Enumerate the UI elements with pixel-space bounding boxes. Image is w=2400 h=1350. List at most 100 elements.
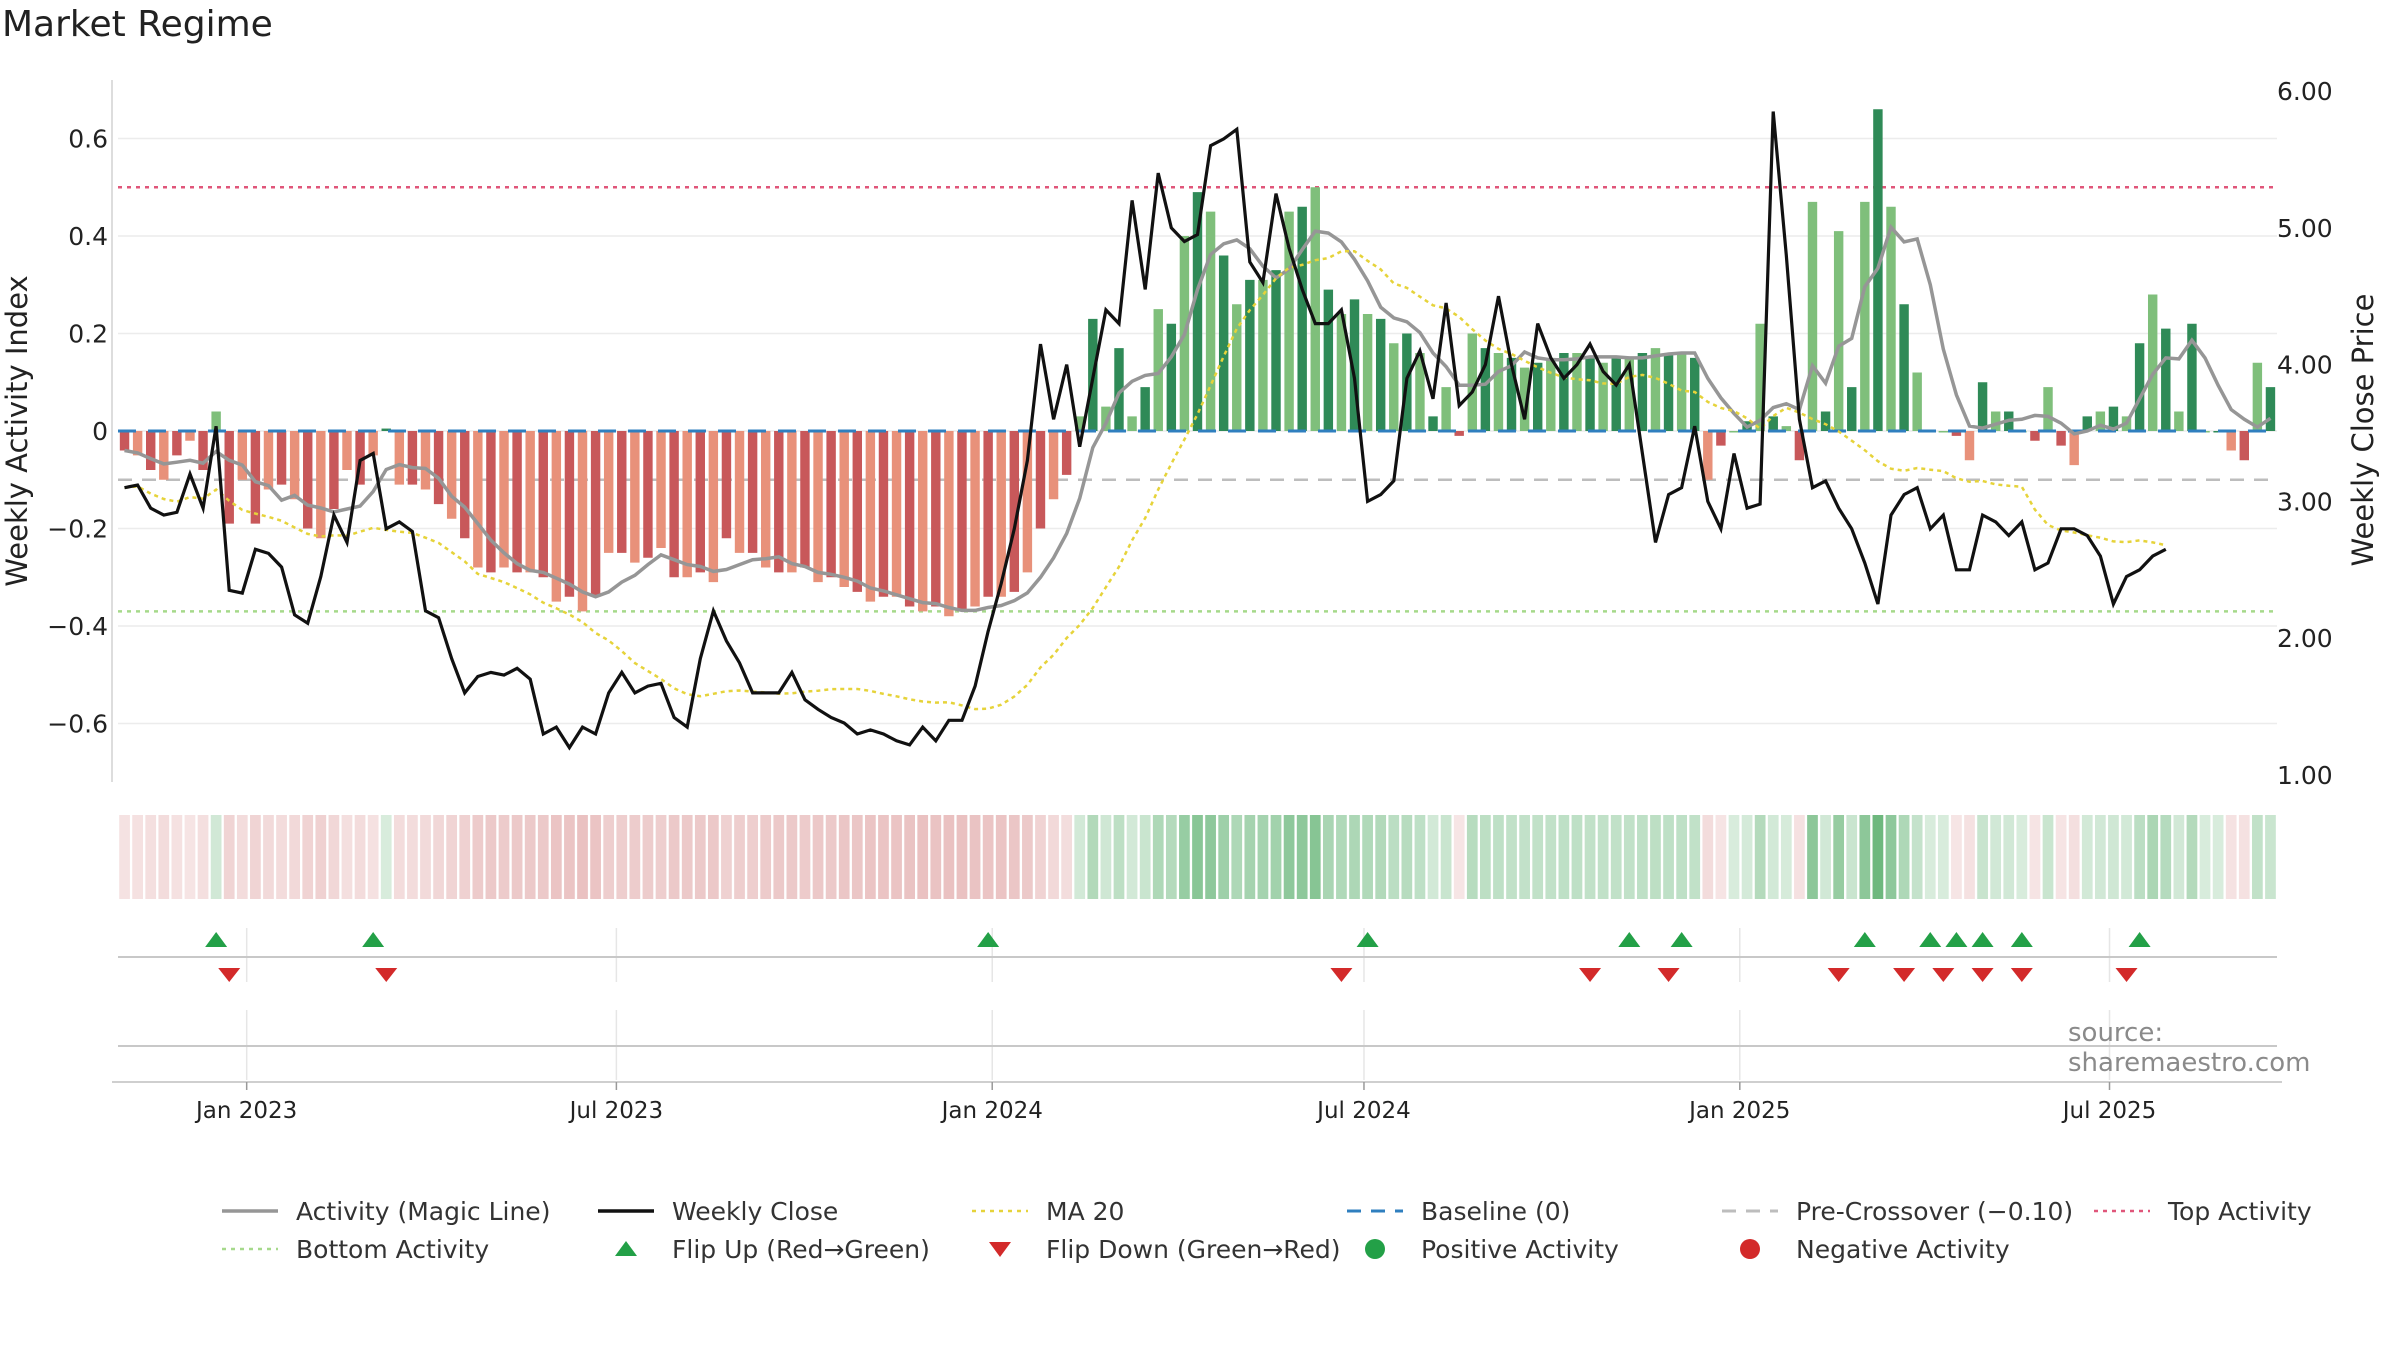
weekly-close-line (124, 111, 2167, 751)
activity-bar (669, 431, 679, 578)
regime-strip-cell (1623, 815, 1635, 899)
activity-bar (617, 431, 627, 553)
activity-bar (2187, 323, 2197, 431)
activity-bar (276, 431, 287, 485)
regime-strip-cell (1440, 815, 1452, 899)
x-tick-label: Jan 2023 (194, 1098, 297, 1124)
activity-bar (211, 411, 221, 431)
activity-bar (603, 431, 614, 553)
regime-strip-cell (1545, 815, 1557, 899)
regime-strip-cell (747, 815, 758, 899)
right-tick-label: 1.00 (2277, 761, 2333, 790)
activity-bar (721, 431, 732, 539)
activity-bar (1310, 187, 1320, 431)
activity-bar (329, 431, 339, 509)
regime-strip-cell (1336, 815, 1347, 899)
activity-bar (1598, 362, 1608, 431)
regime-strip-cell (2252, 815, 2263, 899)
activity-bar (1114, 348, 1124, 431)
regime-strip-cell (1126, 815, 1138, 899)
regime-strip-cell (1362, 815, 1373, 899)
regime-strip-cell (1859, 815, 1871, 899)
activity-bar (499, 431, 509, 568)
activity-bar (1990, 411, 2001, 431)
activity-bar (1585, 357, 1595, 431)
activity-bar (1127, 416, 1137, 431)
regime-strip-cell (1453, 815, 1465, 899)
activity-bar (1847, 387, 1857, 431)
regime-strip-cell (1663, 815, 1674, 899)
regime-strip-cell (2016, 815, 2028, 899)
right-tick-label: 3.00 (2277, 487, 2333, 516)
activity-bar (512, 431, 522, 573)
flip-up-marker (362, 932, 385, 947)
regime-strip-cell (943, 815, 955, 899)
regime-strip-cell (838, 815, 850, 899)
legend-swatch (615, 1241, 637, 1256)
regime-strip-cell (1257, 815, 1269, 899)
regime-strip-cell (2238, 815, 2250, 899)
activity-bar (420, 431, 431, 490)
activity-bar (1454, 431, 1464, 436)
activity-bar (146, 431, 156, 470)
activity-bar (1415, 353, 1425, 431)
regime-strip-cell (1519, 815, 1530, 899)
activity-bar (1637, 353, 1648, 431)
activity-bar (132, 431, 143, 456)
regime-strip-cell (289, 815, 301, 899)
activity-bar (1886, 206, 1896, 431)
activity-bar (473, 431, 483, 568)
regime-strip-cell (446, 815, 458, 899)
flip-up-marker (1853, 932, 1876, 947)
regime-strip-cell (1035, 815, 1046, 899)
regime-strip-cell (642, 815, 654, 899)
regime-strip-cell (1074, 815, 1086, 899)
regime-strip-cell (681, 815, 693, 899)
regime-strip-cell (2081, 815, 2093, 899)
regime-strip-cell (577, 815, 588, 899)
regime-strip-cell (2225, 815, 2237, 899)
activity-bar (355, 431, 365, 485)
regime-strip-cell (1192, 815, 1203, 899)
activity-bar (1428, 416, 1438, 431)
regime-strip-cell (1794, 815, 1805, 899)
activity-bar (564, 431, 575, 597)
activity-bar (734, 431, 745, 553)
regime-strip-cell (1637, 815, 1648, 899)
legend-swatch (1722, 1209, 1778, 1213)
activity-bar (2174, 411, 2184, 431)
activity-bar (1820, 411, 1831, 431)
activity-bar (2069, 431, 2079, 466)
regime-strip-cell (2199, 815, 2211, 899)
activity-bar (2265, 387, 2276, 431)
flip-down-marker (1579, 968, 1602, 982)
activity-bar (250, 431, 261, 524)
regime-strip-cell (1401, 815, 1413, 899)
left-tick-label: 0.2 (68, 320, 108, 349)
activity-bar (1624, 357, 1635, 431)
regime-strip-cell (2068, 815, 2080, 899)
regime-strip-cell (158, 815, 170, 899)
activity-bar (891, 431, 902, 597)
activity-bar (826, 431, 836, 578)
regime-strip-cell (1951, 815, 1962, 899)
regime-strip-cell (2265, 815, 2276, 899)
regime-strip-cell (812, 815, 824, 899)
regime-strip-cell (1584, 815, 1596, 899)
flip-down-marker (1330, 968, 1353, 982)
regime-strip-cell (380, 815, 392, 899)
regime-strip-cell (1780, 815, 1792, 899)
legend-label: Pre-Crossover (−0.10) (1796, 1196, 2074, 1226)
regime-strip-cell (1807, 815, 1818, 899)
regime-strip-cell (2212, 815, 2224, 899)
legend-item: Bottom Activity (220, 1234, 489, 1264)
activity-bar (774, 431, 784, 573)
regime-strip-cell (550, 815, 562, 899)
activity-bar (1389, 343, 1399, 431)
legend-label: Flip Down (Green→Red) (1046, 1234, 1341, 1264)
legend-swatch (598, 1209, 654, 1213)
activity-bar (1284, 211, 1294, 431)
activity-bar (630, 431, 640, 563)
activity-bar (342, 431, 352, 470)
flip-down-marker (2010, 968, 2033, 982)
